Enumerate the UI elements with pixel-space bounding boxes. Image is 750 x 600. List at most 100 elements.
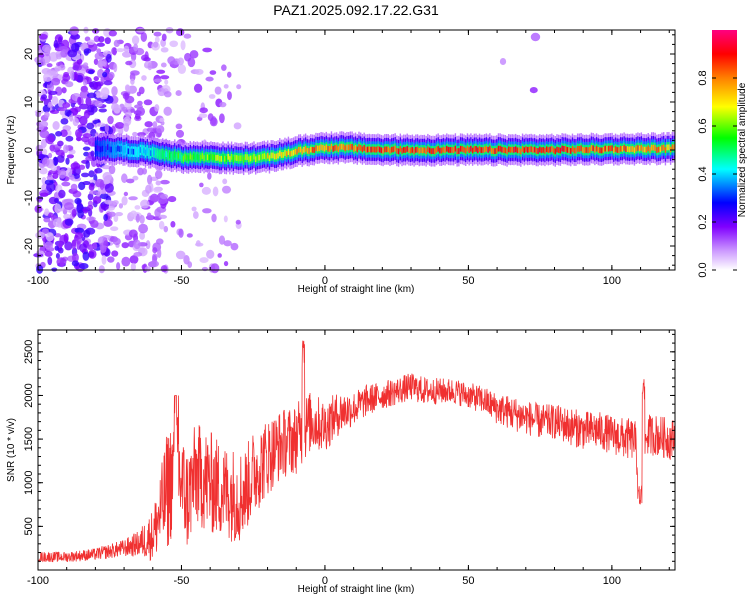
noise-blob [133, 252, 143, 257]
x-tick-label: 50 [462, 275, 474, 287]
ridge-band [644, 146, 646, 153]
ridge-band [372, 146, 374, 153]
noise-blob [54, 65, 62, 72]
noise-blob [147, 212, 152, 218]
noise-blob [114, 121, 125, 129]
ridge-band [630, 146, 632, 152]
noise-blob [74, 197, 82, 205]
noise-blob [44, 250, 53, 257]
noise-blob [199, 257, 209, 263]
ridge-band [194, 154, 197, 161]
noise-blob [65, 135, 74, 142]
noise-blob [113, 214, 119, 222]
ridge-band [626, 146, 629, 152]
ridge-band [363, 145, 365, 151]
ridge-band [583, 147, 586, 154]
noise-blob [137, 167, 144, 176]
ridge-band [339, 143, 341, 150]
noise-blob [175, 123, 183, 130]
noise-blob [154, 170, 163, 180]
ridge-band [205, 153, 207, 160]
ridge-band [535, 147, 538, 154]
ridge-band [136, 149, 138, 155]
x-tick-label: 0 [322, 275, 328, 287]
ridge-band [666, 144, 668, 151]
noise-blob [36, 250, 44, 255]
noise-blob [101, 165, 112, 170]
ridge-band [224, 155, 226, 162]
noise-blob [64, 241, 73, 251]
ridge-band [378, 146, 381, 153]
noise-blob [105, 53, 112, 63]
ridge-band [280, 152, 283, 158]
noise-blob [57, 140, 64, 147]
noise-blob [41, 44, 52, 53]
noise-blob [177, 57, 184, 66]
noise-blob [72, 252, 79, 263]
ridge-band [439, 147, 441, 154]
noise-blob [52, 172, 59, 180]
ridge-band [189, 153, 191, 160]
noise-blob [66, 154, 74, 159]
ridge-band [232, 156, 235, 163]
ridge-band [199, 154, 202, 161]
ridge-band [423, 147, 426, 154]
ridge-band [179, 153, 181, 159]
ridge-band [361, 146, 364, 153]
noise-blob [74, 227, 85, 234]
noise-blob [121, 106, 128, 111]
noise-blob [55, 53, 62, 60]
noise-blob [130, 70, 140, 76]
noise-blob [121, 256, 131, 267]
noise-blob [126, 178, 135, 184]
noise-blob [112, 237, 121, 246]
ridge-band [475, 146, 477, 152]
noise-blob [123, 191, 129, 197]
noise-blob [83, 62, 89, 67]
noise-blob [113, 63, 118, 73]
y-tick-label: 20 [23, 48, 35, 60]
noise-blob [158, 220, 165, 230]
noise-blob [93, 76, 99, 82]
noise-blob [55, 253, 60, 259]
noise-blob [48, 93, 53, 101]
noise-blob [134, 205, 141, 210]
ridge-band [287, 149, 290, 155]
ridge-band [143, 147, 145, 154]
noise-blob [41, 157, 50, 167]
noise-blob [155, 125, 165, 134]
noise-blob [223, 84, 229, 89]
noise-blob [208, 94, 216, 99]
ridge-band [118, 146, 121, 152]
ridge-band [256, 154, 259, 161]
ridge-band [456, 148, 458, 155]
noise-blob [499, 58, 507, 66]
ridge-band [344, 145, 346, 152]
x-tick-label: 100 [603, 275, 621, 287]
ridge-band [509, 146, 512, 153]
noise-blob [187, 57, 196, 68]
ridge-band [576, 145, 579, 152]
noise-blob [145, 240, 151, 250]
noise-blob [77, 209, 84, 219]
noise-blob [39, 120, 49, 128]
noise-blob [67, 49, 78, 58]
noise-blob [87, 193, 94, 201]
ridge-band [182, 155, 185, 162]
noise-blob [133, 239, 141, 250]
ridge-band [292, 149, 295, 156]
noise-blob [219, 113, 225, 124]
noise-blob [88, 183, 95, 191]
ridge-band [668, 144, 670, 151]
ridge-band [301, 148, 303, 155]
noise-blob [158, 214, 167, 219]
noise-blob [64, 109, 72, 117]
ridge-band [162, 150, 164, 157]
noise-blob [177, 64, 187, 74]
ridge-band [444, 147, 446, 153]
ridge-band [571, 146, 574, 152]
ridge-band [172, 153, 174, 160]
ridge-band [564, 145, 567, 152]
ridge-band [483, 146, 486, 153]
ridge-band [504, 147, 507, 154]
